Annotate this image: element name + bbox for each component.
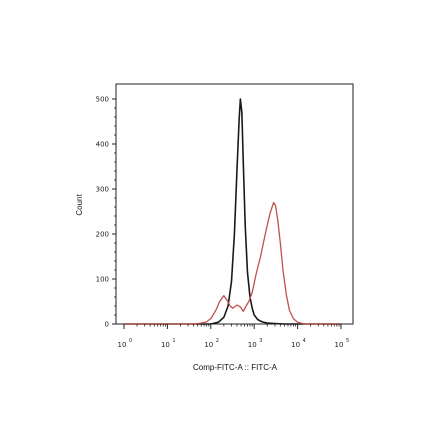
y-tick-label: 500 (96, 96, 109, 104)
y-tick-label: 300 (96, 186, 109, 194)
x-tick-exponent: 1 (172, 338, 175, 344)
y-axis: 0 100 200 300 400 500 (96, 96, 116, 329)
x-tick-exponent: 3 (259, 338, 262, 344)
x-axis-title: Comp-FITC-A :: FITC-A (193, 363, 278, 372)
x-tick-label: 10 (248, 341, 257, 349)
x-axis: 10 0 10 1 10 2 10 3 10 4 10 5 (118, 324, 349, 349)
x-tick-exponent: 0 (129, 338, 132, 344)
y-tick-label: 400 (96, 141, 109, 149)
x-tick-label: 10 (204, 341, 213, 349)
x-tick-label: 10 (291, 341, 300, 349)
x-tick-exponent: 4 (303, 338, 306, 344)
x-tick-exponent: 2 (216, 338, 219, 344)
y-tick-label: 200 (96, 231, 109, 239)
y-tick-label: 100 (96, 276, 109, 284)
y-axis-title: Count (75, 194, 84, 216)
x-tick-exponent: 5 (346, 338, 349, 344)
plot-area (124, 98, 341, 325)
series-line-2 (124, 201, 341, 325)
x-tick-label: 10 (335, 341, 344, 349)
series-line-1 (124, 98, 341, 325)
x-tick-label: 10 (118, 341, 127, 349)
x-tick-label: 10 (161, 341, 170, 349)
plot-frame (115, 83, 354, 325)
y-tick-label: 0 (105, 321, 109, 329)
